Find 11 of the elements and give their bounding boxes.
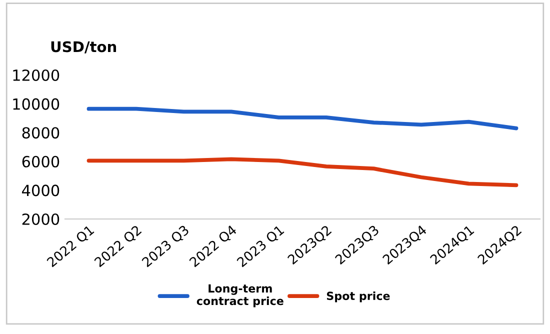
y-tick-label: 4000 xyxy=(22,184,60,196)
y-tick-label: 10000 xyxy=(13,98,60,110)
y-tick-label: 8000 xyxy=(22,127,60,139)
legend-label: Spot price xyxy=(326,291,390,302)
y-axis-title: USD/ton xyxy=(51,41,116,54)
line-series xyxy=(86,157,518,188)
y-tick-label: 6000 xyxy=(22,156,60,168)
y-tick-label: 12000 xyxy=(13,69,60,82)
y-tick-label: 2000 xyxy=(22,213,60,226)
line-series xyxy=(86,106,518,130)
legend-label: Long-term contract price xyxy=(196,284,284,308)
